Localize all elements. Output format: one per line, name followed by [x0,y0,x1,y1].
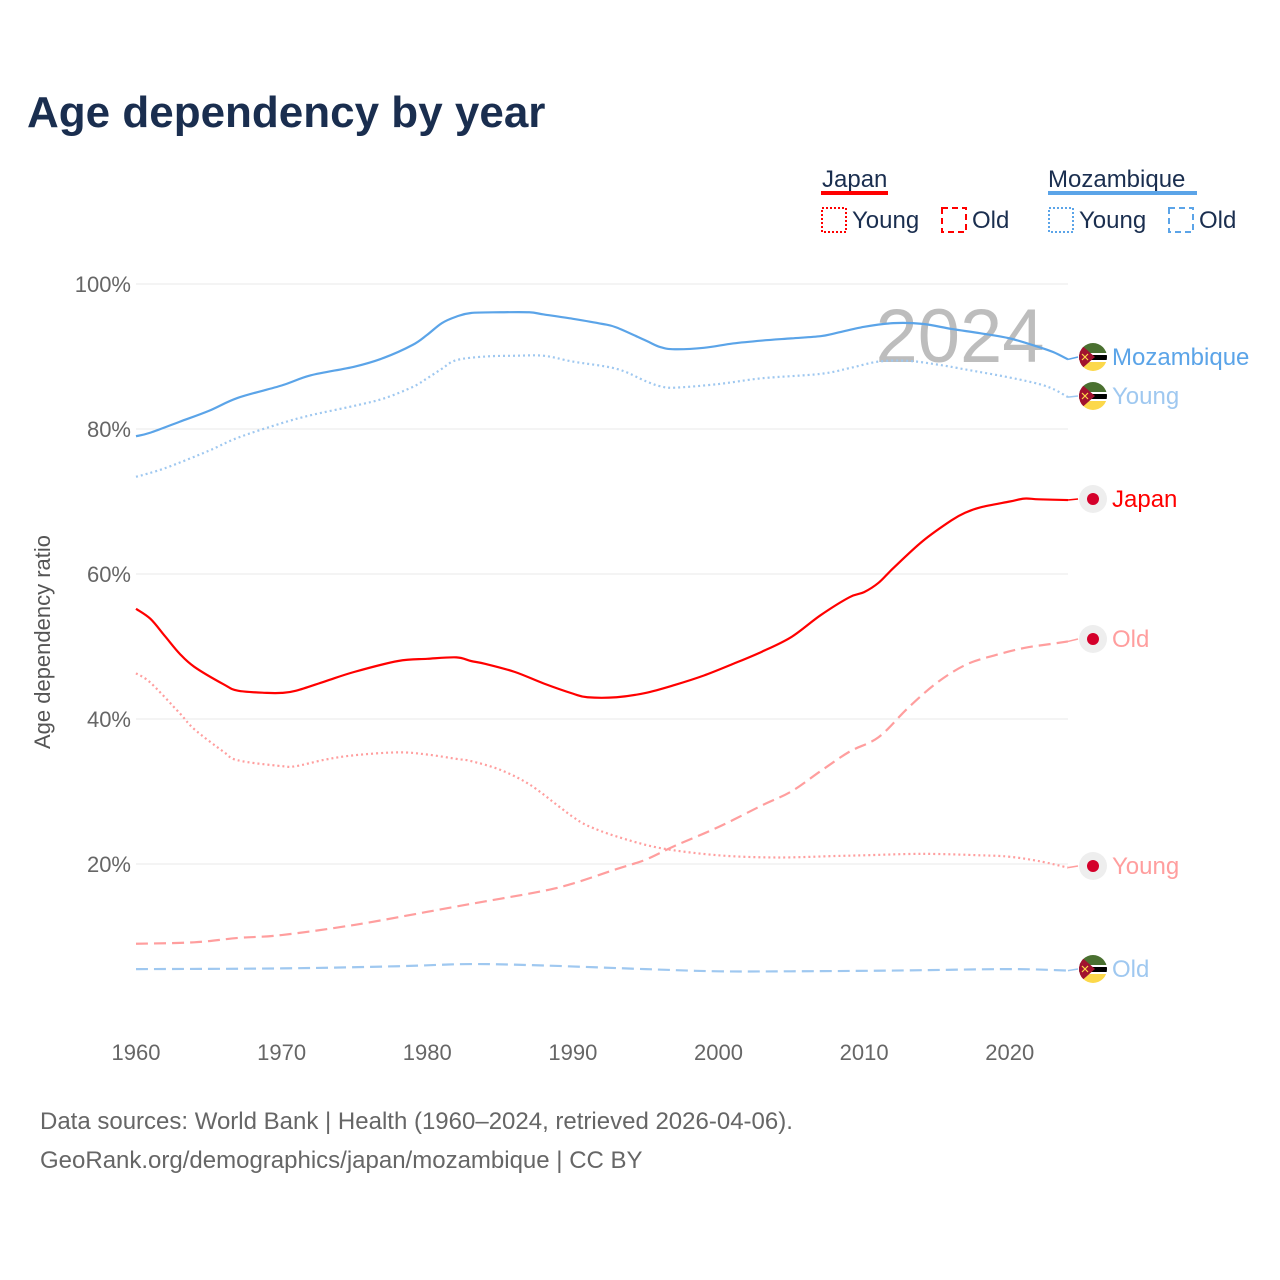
series-line-moz_total [135,310,1069,438]
mozambique-flag-icon [1079,382,1107,410]
leader-line [1067,395,1079,398]
y-axis-label: Age dependency ratio [30,535,55,749]
y-tick-label: 40% [87,707,131,732]
leader-line [1067,638,1079,643]
end-label-moz_young: Young [1112,383,1179,410]
x-tick-label: 1970 [257,1040,306,1065]
year-watermark: 2024 [875,294,1044,379]
grid [136,283,1068,865]
legend-mozambique-swatch [1048,191,1197,195]
chart-title: Age dependency by year [27,88,546,137]
japan-flag-icon [1079,852,1107,880]
legend-mozambique-young: Young [1079,207,1146,234]
legend: Japan Young Old Mozambique Young Old [821,166,1236,234]
attribution-line[interactable]: GeoRank.org/demographics/japan/mozambiqu… [40,1147,643,1174]
x-tick-label: 2010 [840,1040,889,1065]
mozambique-flag-icon [1079,343,1107,371]
end-label-moz_old: Old [1112,956,1149,983]
y-tick-label: 80% [87,417,131,442]
legend-japan-young-swatch [821,207,847,233]
y-axis-ticks: 20% 40% 60% 80% 100% [75,272,131,877]
y-tick-label: 100% [75,272,131,297]
leader-line [1067,968,1079,972]
japan-flag-icon [1079,485,1107,513]
legend-japan-young: Young [852,207,919,234]
mozambique-flag-icon [1079,955,1107,983]
x-axis-ticks: 1960 1970 1980 1990 2000 2010 2020 [112,1040,1035,1065]
leader-line [1067,356,1079,361]
x-tick-label: 2000 [694,1040,743,1065]
legend-mozambique-old: Old [1199,207,1236,234]
end-label-japan_total: Japan [1112,486,1177,513]
legend-japan[interactable]: Japan Young Old [821,166,1009,234]
source-line: Data sources: World Bank | Health (1960–… [40,1108,793,1135]
legend-japan-swatch [821,191,888,195]
end-label-japan_young: Young [1112,853,1179,880]
leader-line [1067,498,1079,501]
series-line-japan_old [135,640,1069,945]
legend-japan-title: Japan [822,166,887,193]
x-tick-label: 1990 [548,1040,597,1065]
end-label-moz_total: Mozambique [1112,344,1249,371]
end-labels: Mozambique Young Japan Young Old Old [1067,343,1249,983]
legend-japan-old-swatch [941,207,967,233]
end-label-japan_old: Old [1112,626,1149,653]
legend-mozambique-title: Mozambique [1048,166,1185,193]
x-tick-label: 1980 [403,1040,452,1065]
series-line-japan_young [135,672,1069,869]
series-line-japan_total [135,497,1069,699]
legend-japan-old: Old [972,207,1009,234]
japan-flag-icon [1079,625,1107,653]
series-line-moz_old [135,962,1069,973]
legend-mozambique[interactable]: Mozambique Young Old [1048,166,1236,234]
series-lines [135,310,1069,973]
x-tick-label: 2020 [985,1040,1034,1065]
y-tick-label: 60% [87,562,131,587]
legend-mozambique-old-swatch [1168,207,1194,233]
y-tick-label: 20% [87,852,131,877]
x-tick-label: 1960 [112,1040,161,1065]
legend-mozambique-young-swatch [1048,207,1074,233]
leader-line [1067,865,1079,869]
